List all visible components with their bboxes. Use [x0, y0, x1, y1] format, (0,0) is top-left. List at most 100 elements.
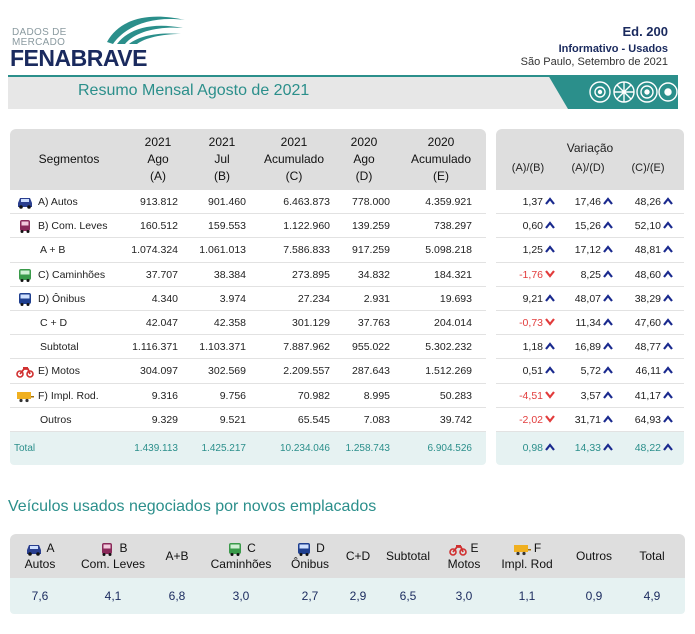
variation-cell: -0,73 [496, 311, 556, 335]
segment-label: A) Autos [38, 196, 78, 208]
variation-cell: 17,46 [554, 190, 614, 214]
edition: Ed. 200 [622, 24, 668, 39]
used-col-label: A+B [165, 548, 188, 564]
table-row: C) Caminhões 37.707 38.384 273.895 34.832 184… [10, 263, 486, 287]
wheel-icon-3 [636, 81, 658, 103]
motorcycle-icon [16, 364, 34, 379]
variation-value: 48,81 [634, 244, 661, 257]
col-header-line: Ago [147, 152, 169, 166]
arrow-up-icon [601, 311, 614, 335]
value-cell: 7.586.833 [283, 244, 330, 257]
logo-small-text: DADOS DE MERCADO [12, 28, 67, 48]
segment-cell: F) Impl. Rod. [16, 384, 99, 408]
used-col-label: Outros [576, 548, 612, 564]
value-cell: 1.116.371 [132, 341, 178, 354]
arrow-down-icon [543, 263, 556, 287]
col-header-line: (C) [285, 169, 303, 183]
logo-main-text: FENABRAVE [10, 45, 147, 71]
variation-col-ad: (A)/(D) [571, 162, 605, 174]
value-cell: 301.129 [292, 316, 330, 329]
arrow-up-icon [601, 214, 614, 238]
col-header-line: (B) [214, 169, 230, 183]
variation-col-ce: (C)/(E) [631, 162, 665, 174]
arrow-up-icon [661, 238, 674, 262]
arrow-up-icon [661, 311, 674, 335]
logo-small-line2: MERCADO [12, 37, 66, 48]
used-col-header: A+B [156, 534, 198, 578]
variation-value: 0,60 [522, 220, 543, 233]
used-col-sublabel: Ônibus [290, 557, 330, 571]
value-cell: 19.693 [439, 292, 472, 305]
value-cell: 1.061.013 [199, 244, 246, 257]
used-col-header: Subtotal [380, 534, 436, 578]
col-header-line: 2021 [280, 135, 308, 149]
arrow-up-icon [661, 287, 674, 311]
value-cell: 7.887.962 [283, 341, 330, 354]
value-cell: 2.931 [363, 292, 390, 305]
variation-cell: 1,37 [496, 190, 556, 214]
value-cell: 38.384 [213, 268, 246, 281]
used-col-letter: E [470, 541, 479, 555]
header-info: Ed. 200 Informativo - Usados São Paulo, … [521, 24, 668, 68]
value-cell: 8.995 [363, 389, 390, 402]
used-col-letter: Subtotal [385, 549, 431, 563]
used-col-header: C Caminhões [200, 534, 282, 578]
used-col-value: 2,7 [301, 589, 319, 603]
value-cell: 6.463.873 [283, 196, 330, 208]
used-col-value: 3,0 [232, 589, 250, 603]
value-cell: 3.974 [219, 292, 246, 305]
variation-value: 0,98 [522, 441, 543, 454]
value-cell: 778.000 [352, 196, 390, 208]
segment-label: F) Impl. Rod. [38, 389, 99, 402]
value-cell: 1.103.371 [199, 341, 246, 354]
variation-cell: 48,60 [614, 263, 674, 287]
variation-value: 47,60 [634, 316, 661, 329]
variation-cell: 47,60 [614, 311, 674, 335]
value-cell: 901.460 [208, 196, 246, 208]
variation-value: 17,12 [574, 244, 601, 257]
segment-label: B) Com. Leves [38, 220, 108, 233]
variation-value: 3,57 [580, 389, 601, 402]
col-header-line: Jul [214, 152, 230, 166]
variation-cell: 0,51 [496, 359, 556, 383]
col-header-line: (D) [355, 169, 373, 183]
wheel-icon-4 [658, 82, 678, 102]
variation-cell: 9,21 [496, 287, 556, 311]
arrow-up-icon [543, 359, 556, 383]
variation-value: -0,73 [519, 316, 543, 329]
truck-icon [226, 542, 244, 556]
total-label: Total [14, 442, 36, 454]
car-icon [16, 195, 34, 209]
variation-value: 1,37 [522, 196, 543, 208]
value-cell: 955.022 [352, 341, 390, 354]
table-row: D) Ônibus 4.340 3.974 27.234 2.931 19.693 [10, 287, 486, 311]
variation-cell: 64,93 [614, 408, 674, 432]
segment-label: Outros [40, 413, 72, 426]
used-col-sublabel: Impl. Rod [501, 557, 553, 571]
variation-value: 48,60 [634, 268, 661, 281]
used-col-header: B Com. Leves [72, 534, 154, 578]
variation-row: 1,18 16,89 48,77 [496, 335, 684, 360]
used-col-value: 3,0 [455, 589, 473, 603]
variation-cell: 48,22 [614, 432, 674, 465]
table-row: F) Impl. Rod. 9.316 9.756 70.982 8.995 50.283 [10, 384, 486, 408]
segment-label: C + D [40, 316, 68, 329]
col-header-0: Segmentos [10, 129, 128, 190]
bus-icon [16, 292, 34, 306]
value-cell: 287.643 [352, 365, 390, 378]
variation-value: 14,33 [574, 441, 601, 454]
value-cell: 2.209.557 [283, 365, 330, 378]
segment-cell: E) Motos [16, 359, 80, 383]
value-cell: 9.316 [151, 389, 178, 402]
value-cell: 304.097 [140, 365, 178, 378]
table-header: Segmentos 2021 Ago (A) 2021 Jul (B) 2021 Acumula… [10, 129, 486, 190]
banner-line [8, 75, 568, 77]
variation-title: Variação [566, 141, 614, 155]
used-col-label: A [25, 540, 55, 556]
value-cell: 1.122.960 [283, 220, 330, 233]
variation-value: 46,11 [635, 365, 662, 378]
variation-cell: 31,71 [554, 408, 614, 432]
van-icon [98, 542, 116, 556]
arrow-up-icon [543, 432, 556, 465]
variation-cell: 11,34 [554, 311, 614, 335]
